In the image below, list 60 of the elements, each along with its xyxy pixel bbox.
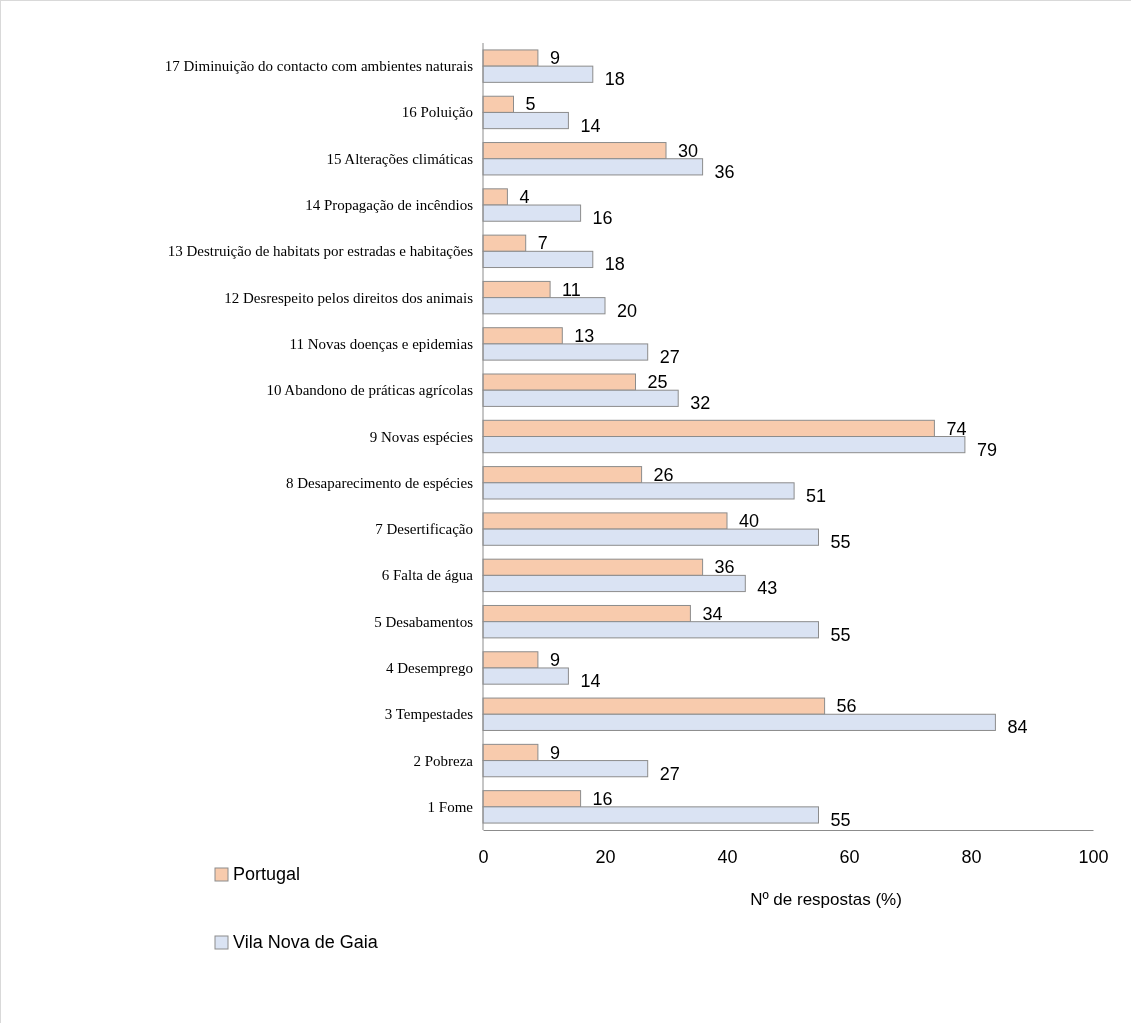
data-label: 18 (604, 69, 625, 90)
data-label: 55 (830, 532, 851, 553)
y-tick-label: 6 Falta de água (381, 567, 474, 584)
data-label: 27 (659, 763, 680, 784)
x-tick-label: 80 (961, 846, 982, 867)
data-label: 7 (537, 233, 548, 254)
data-label: 84 (1007, 717, 1028, 738)
data-label: 55 (830, 624, 851, 645)
data-label: 51 (806, 485, 827, 506)
legend-label: Vila Nova de Gaia (233, 932, 379, 952)
data-label: 9 (549, 742, 560, 763)
data-label: 79 (976, 439, 997, 460)
data-label: 20 (617, 300, 638, 321)
data-label: 14 (580, 115, 601, 136)
data-label: 16 (592, 208, 613, 229)
y-tick-label: 12 Desrespeito pelos direitos dos animais (224, 289, 474, 306)
data-label: 25 (647, 372, 668, 393)
y-tick-label: 15 Alterações climáticas (326, 150, 474, 167)
data-label: 9 (549, 649, 560, 670)
data-label: 32 (690, 393, 711, 414)
y-tick-label: 3 Tempestades (384, 706, 474, 723)
data-label: 40 (739, 511, 760, 532)
data-label: 74 (946, 418, 967, 439)
x-axis-title: Nº de respostas (%) (750, 890, 902, 909)
data-label: 56 (836, 696, 857, 717)
data-label: 26 (653, 464, 674, 485)
y-tick-label: 10 Abandono de práticas agrícolas (266, 382, 474, 399)
y-tick-label: 1 Fome (427, 798, 474, 815)
x-tick-label: 20 (595, 846, 616, 867)
data-label: 13 (574, 325, 595, 346)
y-tick-label: 13 Destruição de habitats por estradas e habitações (167, 243, 474, 260)
y-tick-label: 7 Desertificação (375, 521, 473, 538)
y-tick-label: 14 Propagação de incêndios (305, 197, 474, 214)
data-label: 5 (525, 94, 536, 115)
y-tick-label: 16 Poluição (401, 104, 473, 121)
y-tick-label: 17 Diminuição do contacto com ambientes naturais (164, 58, 474, 75)
data-label: 30 (678, 140, 699, 161)
data-label: 34 (702, 603, 723, 624)
y-tick-label: 4 Desemprego (385, 659, 473, 676)
y-tick-label: 2 Pobreza (413, 752, 474, 769)
legend-label: Portugal (233, 864, 301, 884)
data-label: 4 (519, 187, 530, 208)
data-label: 16 (592, 788, 613, 809)
x-tick-label: 60 (839, 846, 860, 867)
data-label: 36 (714, 161, 735, 182)
data-label: 11 (562, 279, 581, 300)
x-tick-label: 40 (717, 846, 738, 867)
y-tick-label: 9 Novas espécies (369, 428, 474, 445)
data-label: 36 (714, 557, 735, 578)
data-label: 55 (830, 809, 851, 830)
y-tick-label: 8 Desaparecimento de espécies (286, 474, 474, 491)
data-label: 18 (604, 254, 625, 275)
data-label: 27 (659, 347, 680, 368)
x-tick-label: 100 (1078, 846, 1109, 867)
y-tick-label: 5 Desabamentos (374, 613, 474, 630)
y-tick-label: 11 Novas doenças e epidemias (289, 335, 474, 352)
data-label: 14 (580, 671, 601, 692)
x-tick-label: 0 (478, 846, 489, 867)
data-label: 9 (549, 48, 560, 69)
data-label: 43 (757, 578, 778, 599)
